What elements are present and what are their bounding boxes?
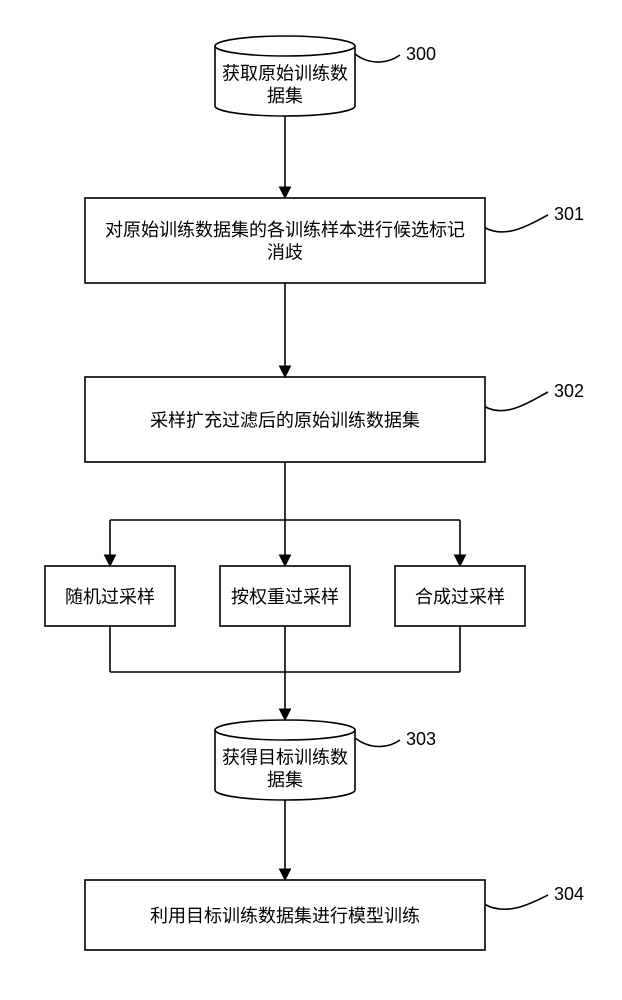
ref-label: 300 [406,44,436,64]
leader-line [485,215,548,232]
node-text: 随机过采样 [65,587,155,607]
rect-node: 利用目标训练数据集进行模型训练 [85,880,485,950]
node-text: 据集 [267,86,303,106]
node-text: 利用目标训练数据集进行模型训练 [150,906,420,926]
cylinder-node: 获取原始训练数据集 [215,36,355,116]
rect-node: 按权重过采样 [220,566,350,626]
ref-label: 302 [554,381,584,401]
ref-label: 301 [554,204,584,224]
rect-node: 合成过采样 [395,566,525,626]
leader-line [485,392,548,411]
node-text: 获得目标训练数 [222,748,348,768]
node-text: 对原始训练数据集的各训练样本进行候选标记 [105,220,465,240]
rect-node: 随机过采样 [45,566,175,626]
rect-node: 对原始训练数据集的各训练样本进行候选标记消歧 [85,198,485,283]
leader-line [355,738,400,747]
rect-node: 采样扩充过滤后的原始训练数据集 [85,377,485,462]
ref-label: 303 [406,729,436,749]
node-text: 采样扩充过滤后的原始训练数据集 [150,410,420,430]
ref-label: 304 [554,884,584,904]
node-text: 消歧 [267,243,303,263]
leader-line [485,895,548,909]
cylinder-node: 获得目标训练数据集 [215,720,355,800]
leader-line [355,54,400,62]
node-text: 合成过采样 [415,587,505,607]
node-text: 据集 [267,770,303,790]
node-text: 获取原始训练数 [222,64,348,84]
node-text: 按权重过采样 [231,587,339,607]
